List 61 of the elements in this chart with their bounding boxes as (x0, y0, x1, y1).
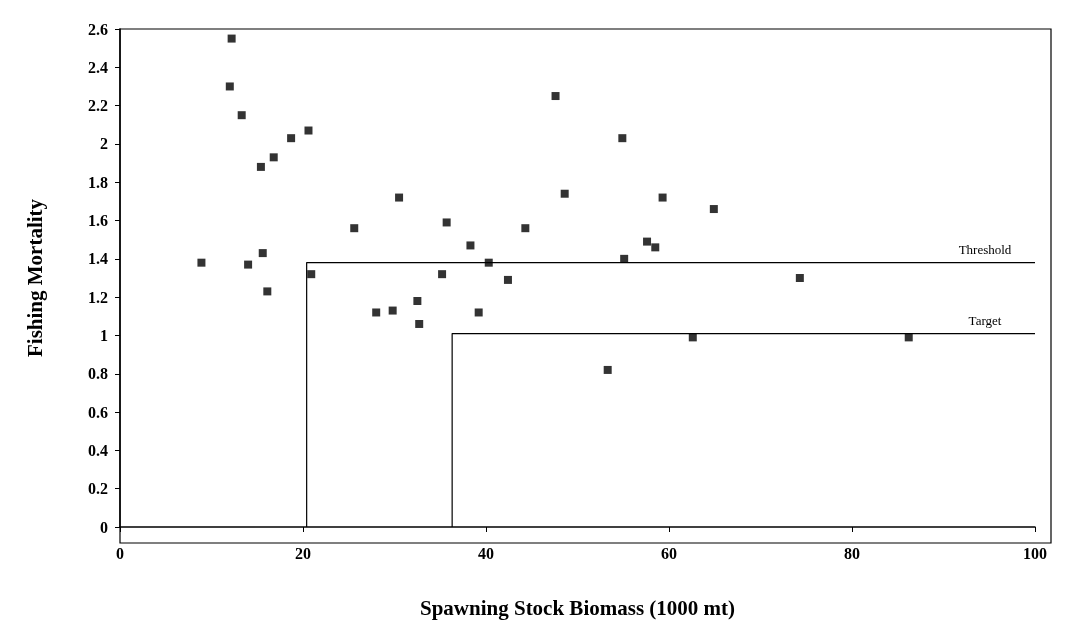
point (237, 111, 246, 120)
y-tick-label: 1.6 (88, 212, 108, 230)
x-tick-label: 60 (661, 544, 677, 562)
y-tick-label: 0.8 (88, 365, 108, 383)
point (197, 258, 206, 267)
point (795, 274, 804, 282)
point (603, 365, 612, 374)
y-tick-label: 1 (100, 326, 108, 344)
point (269, 153, 278, 162)
point (551, 92, 560, 101)
y-tick-label: 2 (100, 135, 108, 153)
y-tick-label: 0.2 (88, 480, 108, 498)
x-tick-label: 40 (478, 544, 494, 562)
point (466, 241, 475, 250)
point (225, 82, 234, 91)
x-tick-label: 20 (295, 544, 311, 562)
point (484, 258, 493, 267)
point (560, 189, 569, 198)
point (258, 249, 267, 258)
point (227, 34, 236, 43)
y-tick-label: 1.8 (88, 173, 108, 191)
x-tick-label: 0 (116, 544, 124, 562)
y-tick-label: 1.2 (88, 288, 108, 306)
point (442, 218, 451, 227)
y-tick-label: 2.6 (88, 20, 108, 38)
point (263, 287, 272, 296)
y-tick-label: 1.4 (88, 250, 108, 268)
x-tick-label: 80 (844, 544, 860, 562)
y-tick-label: 0.4 (88, 441, 108, 459)
point (244, 260, 253, 269)
y-tick-label: 2.4 (88, 58, 108, 76)
point (904, 333, 913, 342)
point (438, 270, 447, 279)
point (620, 254, 629, 263)
point (307, 270, 316, 279)
point (521, 224, 530, 233)
point (503, 275, 512, 284)
point (256, 162, 265, 171)
point (388, 306, 397, 315)
point (474, 308, 483, 317)
y-axis-title: Fishing Mortality (22, 198, 47, 358)
point (413, 296, 422, 305)
y-tick-label: 0 (100, 518, 108, 536)
point (395, 193, 404, 202)
point (287, 134, 296, 143)
y-tick-label: 2.2 (88, 97, 108, 115)
x-tick-label: 100 (1023, 544, 1047, 562)
point (658, 193, 667, 202)
point (651, 243, 660, 252)
y-tick-label: 0.6 (88, 403, 108, 421)
point (709, 205, 718, 214)
series-label: Threshold (958, 241, 1012, 257)
point (618, 134, 627, 143)
point (688, 333, 697, 342)
point (415, 319, 424, 328)
point (304, 126, 313, 135)
point (643, 237, 652, 246)
point (372, 308, 381, 317)
x-axis-title: Spawning Stock Biomass (1000 mt) (419, 595, 736, 620)
point (350, 224, 359, 233)
series-label: Target (968, 312, 1002, 328)
